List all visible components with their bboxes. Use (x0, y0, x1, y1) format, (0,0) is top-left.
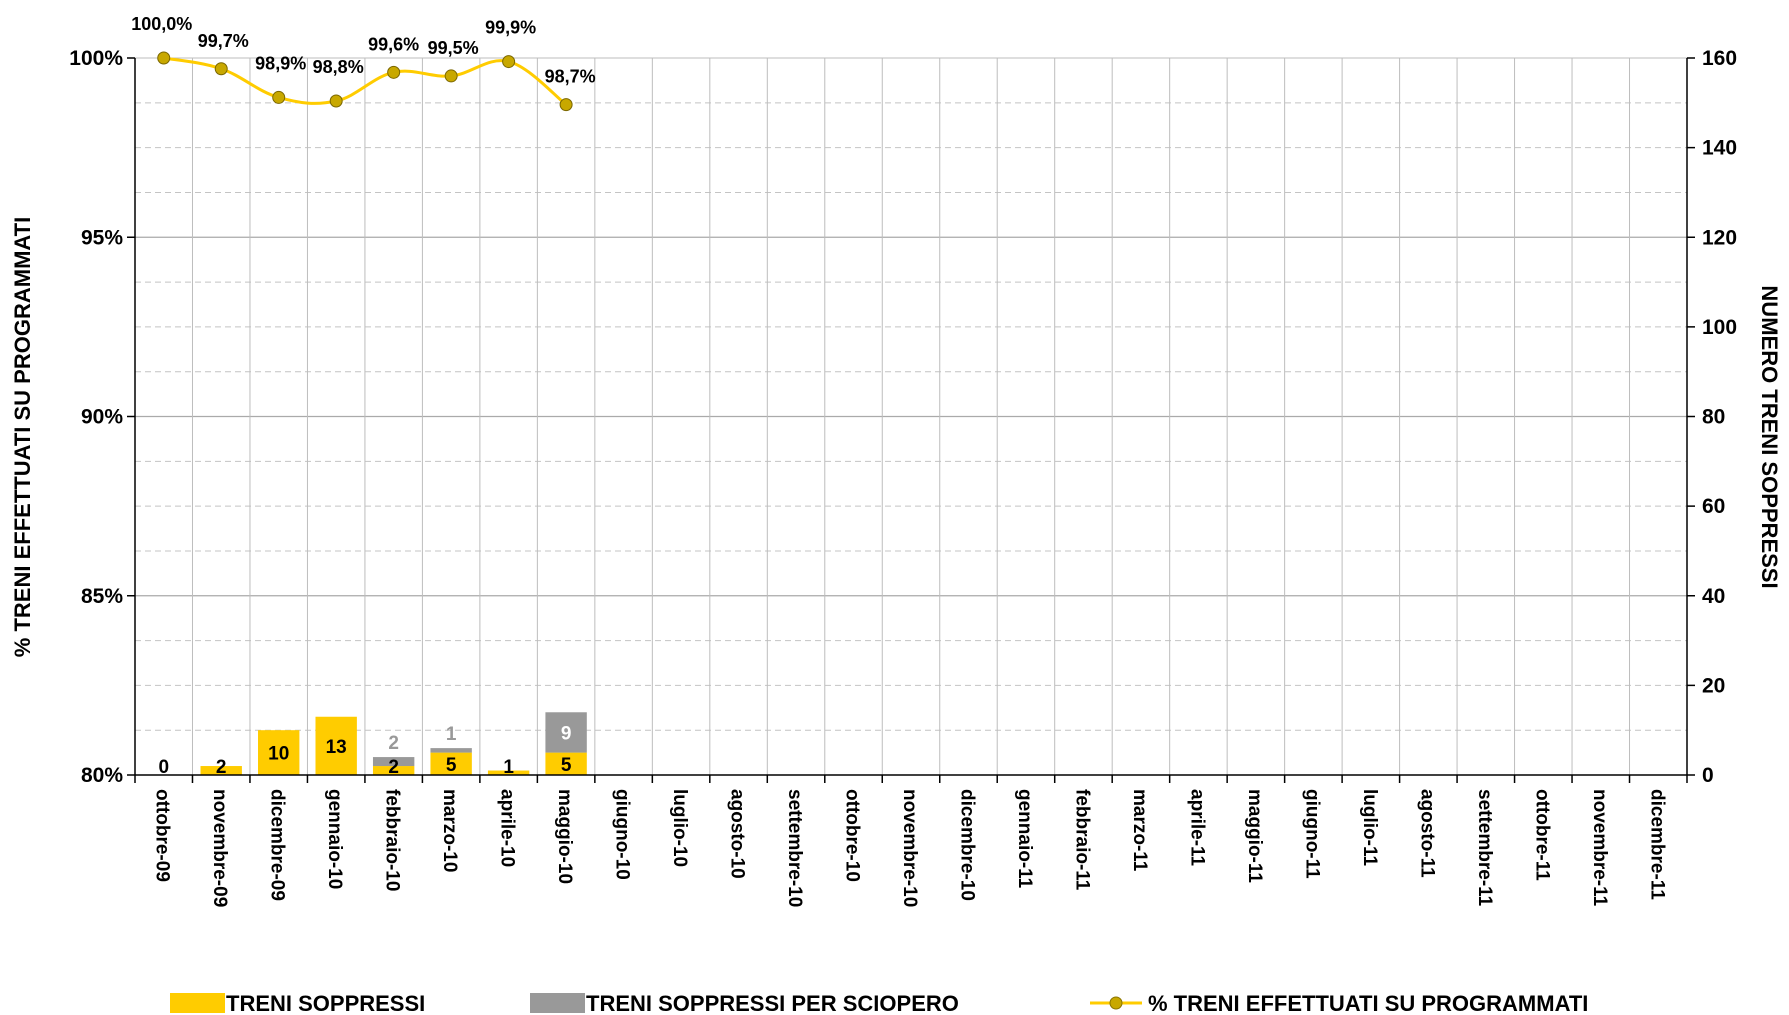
point-label-percentuale: 100,0% (131, 14, 192, 34)
axes: 80%85%90%95%100%020406080100120140160ott… (69, 47, 1737, 907)
y-right-tick-label: 20 (1702, 674, 1725, 697)
bar-label-treni-soppressi-sciopero: 1 (446, 724, 457, 745)
y-left-tick-label: 100% (69, 47, 123, 70)
bar-label-treni-soppressi: 2 (216, 757, 227, 778)
x-tick-label: giugno-11 (1301, 789, 1322, 879)
x-tick-label: dicembre-09 (267, 789, 288, 901)
point-label-percentuale: 98,7% (545, 67, 596, 87)
x-tick-label: marzo-10 (439, 789, 460, 872)
x-tick-label: gennaio-10 (324, 789, 345, 889)
y-right-tick-label: 100 (1702, 316, 1737, 339)
bar-treni-soppressi (200, 766, 242, 775)
x-tick-label: maggio-10 (554, 789, 575, 884)
bar-label-treni-soppressi: 5 (561, 755, 572, 776)
y-right-tick-label: 60 (1702, 495, 1725, 518)
x-tick-label: febbraio-10 (382, 789, 403, 891)
x-tick-label: ottobre-09 (152, 789, 173, 882)
y-axis-right-title: NUMERO TRENI SOPPRESSI (1757, 285, 1782, 588)
x-tick-label: luglio-10 (669, 789, 690, 867)
x-tick-label: novembre-09 (209, 789, 230, 907)
bar-treni-soppressi (487, 770, 530, 775)
legend-label-treni-soppressi: TRENI SOPPRESSI (226, 991, 425, 1015)
point-label-percentuale: 99,9% (485, 18, 536, 38)
point-label-percentuale: 98,8% (313, 57, 364, 77)
bar-treni-soppressi (430, 752, 472, 775)
bar-treni-soppressi-sciopero (372, 757, 415, 767)
legend: TRENI SOPPRESSI TRENI SOPPRESSI PER SCIO… (170, 991, 1588, 1015)
x-tick-label: giugno-10 (612, 789, 633, 880)
bar-label-treni-soppressi: 5 (446, 755, 457, 776)
x-tick-label: febbraio-11 (1071, 789, 1092, 891)
bar-treni-soppressi-sciopero (430, 748, 472, 753)
y-left-tick-label: 90% (81, 406, 123, 429)
line-series (157, 51, 573, 112)
bar-label-treni-soppressi-sciopero: 9 (561, 723, 572, 744)
y-left-tick-label: 80% (81, 764, 123, 787)
y-left-tick-label: 95% (81, 226, 123, 249)
point-percentuale (329, 94, 343, 108)
point-percentuale (502, 55, 516, 69)
y-right-tick-label: 40 (1702, 585, 1725, 608)
x-tick-label: novembre-10 (899, 789, 920, 907)
x-tick-label: settembre-10 (784, 789, 805, 907)
x-tick-label: dicembre-11 (1646, 789, 1667, 900)
y-right-tick-label: 120 (1702, 226, 1737, 249)
bars (200, 712, 587, 775)
y-right-tick-label: 140 (1702, 137, 1737, 160)
bar-treni-soppressi (372, 766, 415, 775)
data-labels: 0 2 10 13 2 2 5 1 1 5 9 100,0% 99,7% 98,9% 98,8%99,6% 9… (131, 14, 595, 778)
x-tick-label: gennaio-11 (1014, 789, 1035, 889)
x-tick-label: ottobre-11 (1531, 789, 1552, 881)
legend-label-percentuale: % TRENI EFFETTUATI SU PROGRAMMATI (1148, 991, 1588, 1015)
point-percentuale (559, 98, 573, 112)
bar-treni-soppressi (258, 730, 300, 775)
point-percentuale (157, 51, 171, 65)
bar-treni-soppressi (545, 752, 587, 775)
x-tick-label: novembre-11 (1589, 789, 1610, 907)
x-tick-label: marzo-11 (1129, 789, 1150, 872)
point-label-percentuale: 98,9% (255, 53, 306, 73)
y-right-tick-label: 160 (1702, 47, 1737, 70)
legend-marker-percentuale (1109, 996, 1123, 1010)
y-axis-left-title: % TRENI EFFETTUATI SU PROGRAMMATI (10, 217, 35, 657)
x-tick-label: aprile-10 (497, 789, 518, 867)
x-tick-label: agosto-10 (727, 789, 748, 879)
point-percentuale (272, 90, 286, 104)
y-right-tick-label: 0 (1702, 764, 1714, 787)
bar-label-treni-soppressi: 10 (268, 744, 289, 765)
grid (134, 57, 1688, 776)
x-tick-label: agosto-11 (1416, 789, 1437, 878)
point-percentuale (444, 69, 458, 83)
legend-swatch-treni-soppressi-sciopero (530, 993, 585, 1013)
bar-label-treni-soppressi: 2 (388, 757, 399, 778)
y-right-tick-label: 80 (1702, 406, 1725, 429)
bar-label-treni-soppressi: 0 (158, 757, 169, 778)
point-label-percentuale: 99,5% (428, 38, 479, 58)
legend-label-treni-soppressi-sciopero: TRENI SOPPRESSI PER SCIOPERO (586, 991, 959, 1015)
point-label-percentuale: 99,7% (198, 31, 249, 51)
bar-treni-soppressi-sciopero (545, 712, 587, 753)
bar-label-treni-soppressi-sciopero: 2 (388, 733, 399, 754)
bar-label-treni-soppressi: 13 (326, 737, 347, 758)
x-tick-label: aprile-11 (1186, 789, 1207, 867)
x-tick-label: maggio-11 (1244, 789, 1265, 883)
x-tick-label: luglio-11 (1359, 789, 1380, 867)
y-left-tick-label: 85% (81, 585, 123, 608)
x-tick-label: settembre-11 (1474, 789, 1495, 907)
point-percentuale (214, 62, 228, 76)
bar-treni-soppressi (315, 716, 357, 775)
legend-swatch-treni-soppressi (170, 993, 225, 1013)
point-percentuale (387, 65, 401, 79)
point-label-percentuale: 99,6% (368, 34, 419, 54)
bar-label-treni-soppressi: 1 (503, 757, 514, 778)
x-tick-label: dicembre-10 (956, 789, 977, 901)
x-tick-label: ottobre-10 (842, 789, 863, 882)
